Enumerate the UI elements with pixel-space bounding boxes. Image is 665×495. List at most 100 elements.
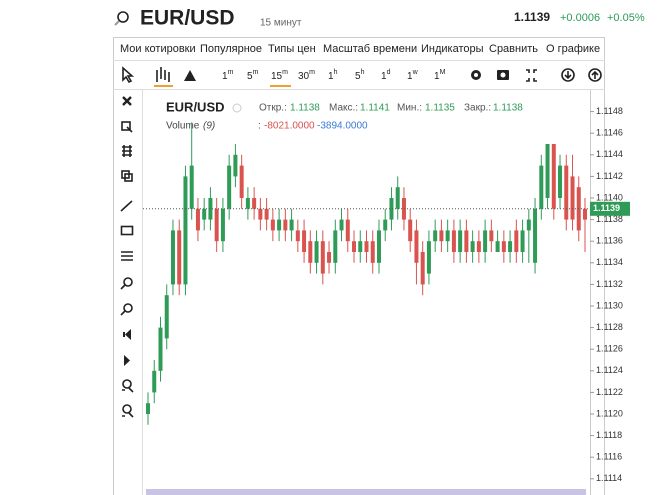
candle-body: [146, 403, 150, 414]
fib-tool[interactable]: [122, 145, 132, 157]
candle-body: [327, 252, 332, 263]
volume-1: -8021.0000: [264, 121, 315, 132]
candle-body: [526, 219, 531, 231]
y-tick-label: 1.1124: [596, 365, 623, 375]
menu-item[interactable]: Популярное: [200, 43, 262, 55]
candle-body: [202, 208, 207, 220]
timeframe-number: 15: [271, 71, 283, 82]
candle-body: [495, 241, 500, 252]
menu-item[interactable]: Сравнить: [489, 43, 538, 55]
candle-body: [545, 144, 550, 198]
hlines-tool[interactable]: [121, 251, 133, 261]
timeframe[interactable]: 15m: [271, 69, 288, 82]
area-type[interactable]: [184, 70, 196, 81]
timeframe[interactable]: 1w: [407, 69, 419, 82]
zoom-in-tool[interactable]: [120, 277, 133, 290]
candle-body: [564, 165, 569, 220]
candles-type[interactable]: [156, 67, 170, 82]
eye-icon[interactable]: [232, 103, 242, 113]
timeframe-unit: d: [387, 69, 391, 76]
candle-body: [501, 241, 506, 252]
candle-body: [227, 165, 232, 209]
fullscreen-icon[interactable]: [526, 69, 537, 82]
search-icon[interactable]: [114, 11, 129, 26]
timeframe[interactable]: 1d: [381, 69, 391, 82]
legend-low: 1.1135: [425, 103, 455, 114]
timeframe[interactable]: 5h: [355, 69, 365, 82]
candle-body: [364, 241, 369, 252]
menu-item[interactable]: Масштаб времени: [323, 43, 417, 55]
timeframe-unit: m: [253, 69, 259, 76]
candle-body: [245, 198, 250, 209]
line-tool[interactable]: [120, 200, 133, 212]
timeframe-unit: h: [334, 69, 338, 76]
legend-high: 1.1141: [360, 103, 390, 114]
volume-strip: [146, 489, 586, 495]
last-price-label: 1.1139: [593, 203, 620, 213]
upload-icon[interactable]: [588, 68, 602, 82]
timeframe-unit: h: [361, 69, 365, 76]
candle-body: [458, 230, 463, 252]
y-tick-label: 1.1114: [596, 473, 622, 483]
interval: 15 минут: [260, 18, 302, 29]
y-tick-label: 1.1140: [596, 192, 623, 202]
sound-tool[interactable]: [123, 329, 131, 340]
candle-body: [383, 219, 388, 231]
volume-2: -3894.0000: [317, 121, 368, 132]
cursor-tool[interactable]: [122, 66, 135, 84]
candle-body: [308, 241, 313, 263]
candle-body: [289, 219, 294, 231]
candle-body: [376, 230, 381, 263]
timeframe-number: 1: [222, 71, 228, 82]
candle-body: [277, 219, 282, 231]
candle-body: [252, 198, 257, 209]
volume-sep: :: [258, 121, 261, 132]
candle-body: [583, 208, 587, 220]
candle-body: [489, 230, 494, 242]
menu-item[interactable]: Мои котировки: [120, 43, 196, 55]
timeframe-number: 1: [434, 71, 440, 82]
zoom-out-tool[interactable]: [120, 303, 133, 316]
legend-symbol: EUR/USD: [166, 99, 225, 114]
menu-item[interactable]: Типы цен: [268, 43, 316, 55]
legend-close: 1.1138: [493, 103, 523, 114]
candle-body: [558, 165, 563, 198]
candle-body: [520, 230, 525, 252]
candle-body: [214, 208, 219, 242]
timeframe[interactable]: 1h: [328, 69, 338, 82]
candle-body: [270, 219, 275, 231]
change-pct: +0.05%: [607, 12, 645, 24]
candle-body: [358, 241, 363, 252]
screenshot-icon[interactable]: [497, 70, 509, 80]
candle-body: [239, 165, 244, 198]
timeframe[interactable]: 1m: [222, 69, 234, 82]
y-tick-label: 1.1128: [596, 322, 623, 332]
play-tool[interactable]: [124, 355, 130, 366]
download-icon[interactable]: [561, 68, 575, 82]
close-tool[interactable]: [122, 96, 132, 106]
menu-item[interactable]: Индикаторы: [421, 43, 484, 55]
candle-body: [539, 165, 544, 209]
timeframe[interactable]: 1M: [434, 69, 446, 82]
legend-open: 1.1138: [290, 103, 320, 114]
candle-body: [551, 144, 556, 209]
crosshair-tool[interactable]: [121, 121, 133, 133]
y-tick-label: 1.1138: [596, 214, 623, 224]
candle-body: [333, 230, 338, 263]
timeframe[interactable]: 30m: [298, 69, 315, 82]
timeframe-unit: m: [309, 69, 315, 76]
settings-icon[interactable]: [471, 70, 481, 80]
copy-tool[interactable]: [121, 170, 133, 182]
candle-body: [470, 241, 475, 252]
timeframe-number: 1: [407, 71, 413, 82]
magnet-tool[interactable]: [122, 379, 134, 393]
magnet2-tool[interactable]: [122, 404, 134, 418]
y-tick-label: 1.1142: [596, 171, 623, 181]
timeframe[interactable]: 5m: [247, 69, 259, 82]
y-tick-label: 1.1134: [596, 257, 623, 267]
timeframe-number: 30: [298, 71, 310, 82]
y-tick-label: 1.1126: [596, 344, 623, 354]
rect-tool[interactable]: [120, 225, 134, 236]
candle-body: [164, 295, 169, 339]
menu-item[interactable]: О графике: [546, 43, 600, 55]
